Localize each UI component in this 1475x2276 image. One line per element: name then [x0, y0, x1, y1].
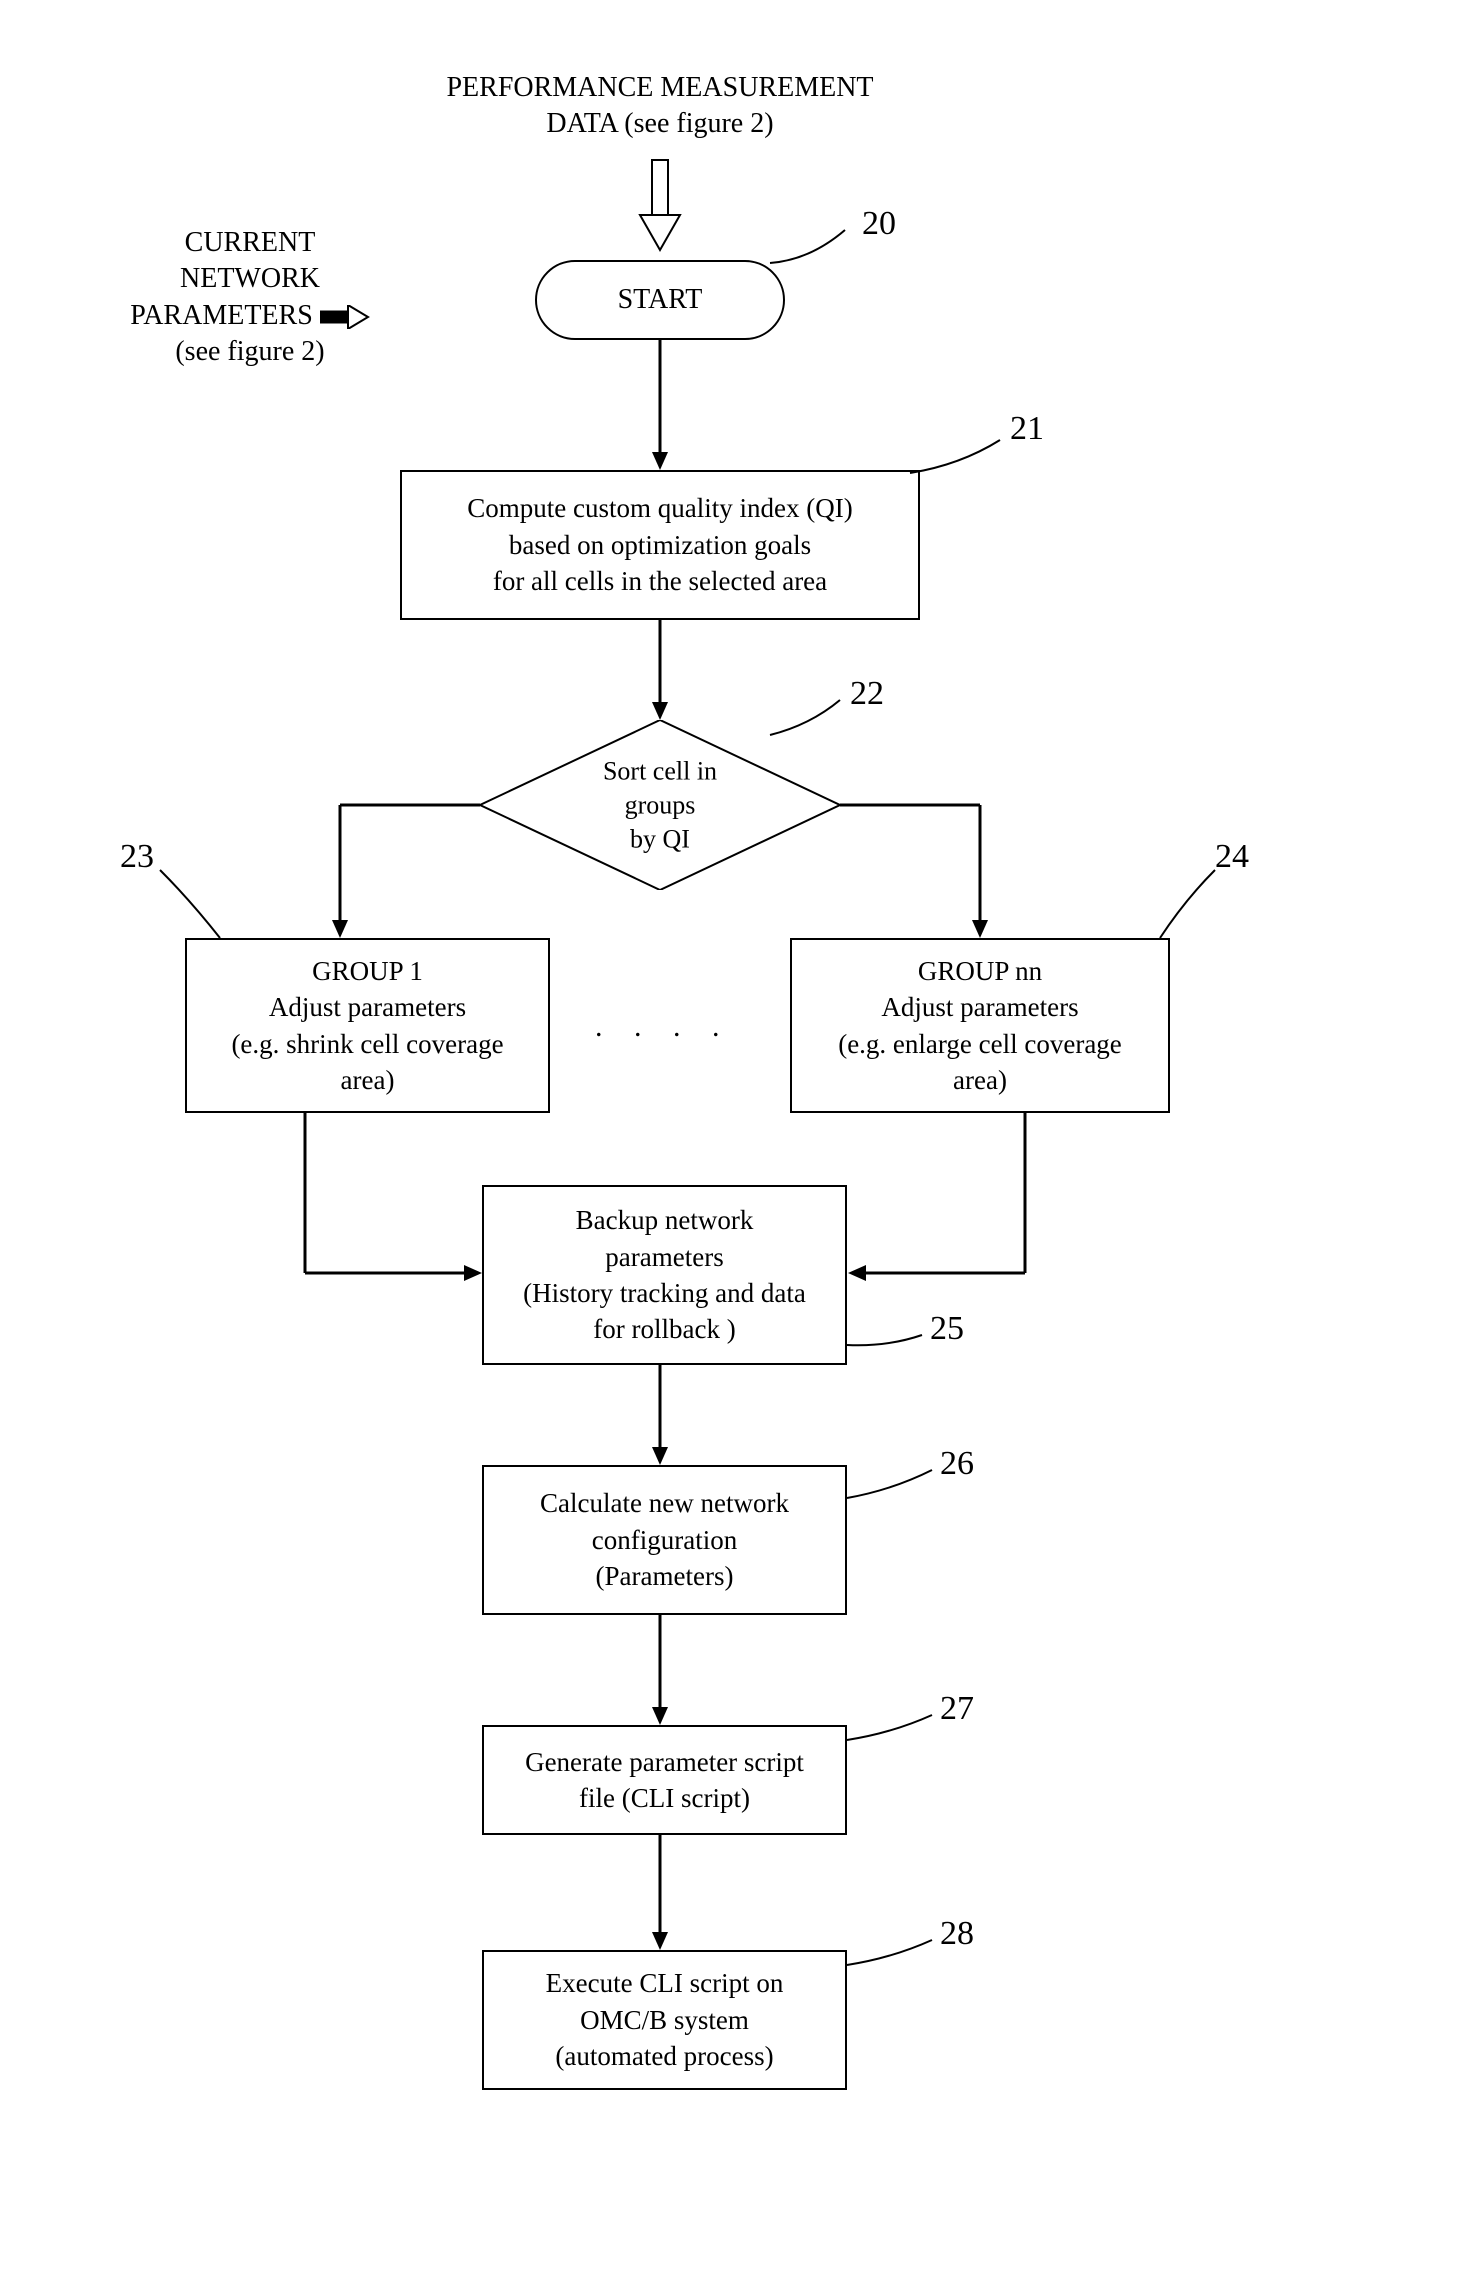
- arrow-sort-groupnn: [830, 805, 990, 940]
- backup-line3: (History tracking and data: [523, 1275, 806, 1311]
- groupnn-line2: Adjust parameters: [881, 989, 1078, 1025]
- leader-24: [1155, 870, 1225, 940]
- ref-21: 21: [1010, 410, 1044, 448]
- execute-line2: OMC/B system: [580, 2002, 749, 2038]
- dots-between-groups: . . . .: [595, 1010, 732, 1044]
- execute-line3: (automated process): [555, 2038, 773, 2074]
- node-generate: Generate parameter script file (CLI scri…: [482, 1725, 847, 1835]
- sort-text: Sort cell in groups by QI: [570, 754, 750, 855]
- leader-26: [847, 1470, 937, 1505]
- node-compute-qi: Compute custom quality index (QI) based …: [400, 470, 920, 620]
- backup-line1: Backup network: [576, 1202, 754, 1238]
- arrow-generate-execute: [650, 1835, 670, 1950]
- leader-23: [160, 870, 230, 940]
- arrow-groupnn-backup: [845, 1113, 1045, 1303]
- node-backup: Backup network parameters (History track…: [482, 1185, 847, 1365]
- node-groupnn: GROUP nn Adjust parameters (e.g. enlarge…: [790, 938, 1170, 1113]
- arrow-start-compute: [650, 340, 670, 470]
- node-start: START: [535, 260, 785, 340]
- generate-line2: file (CLI script): [579, 1780, 750, 1816]
- backup-line4: for rollback ): [593, 1311, 735, 1347]
- ref-20: 20: [862, 205, 896, 243]
- group1-line3: (e.g. shrink cell coverage: [231, 1026, 503, 1062]
- input-left-line1: CURRENT: [185, 227, 316, 258]
- ref-28: 28: [940, 1915, 974, 1953]
- sort-line2: by QI: [630, 824, 690, 853]
- input-left-text: CURRENT NETWORK PARAMETERS (see figure 2…: [130, 225, 370, 371]
- groupnn-line1: GROUP nn: [918, 953, 1042, 989]
- sort-line1: Sort cell in groups: [603, 756, 717, 819]
- node-sort-qi: Sort cell in groups by QI: [480, 720, 840, 890]
- node-calculate: Calculate new network configuration (Par…: [482, 1465, 847, 1615]
- leader-22: [770, 700, 850, 740]
- ref-22: 22: [850, 675, 884, 713]
- leader-20: [770, 230, 860, 270]
- input-top-line1: PERFORMANCE MEASUREMENT: [446, 72, 873, 103]
- compute-line2: based on optimization goals: [509, 527, 811, 563]
- right-arrow-icon: [320, 305, 370, 329]
- generate-line1: Generate parameter script: [525, 1744, 804, 1780]
- input-left-line2: NETWORK: [180, 263, 320, 294]
- ref-23: 23: [120, 838, 154, 876]
- input-top-line2: DATA (see figure 2): [546, 108, 773, 139]
- input-top-text: PERFORMANCE MEASUREMENT DATA (see figure…: [380, 70, 940, 143]
- compute-line1: Compute custom quality index (QI): [467, 490, 852, 526]
- input-left-line3: PARAMETERS: [130, 300, 313, 331]
- arrow-compute-sort: [650, 620, 670, 720]
- arrow-group1-backup: [295, 1113, 485, 1303]
- leader-21: [910, 440, 1010, 480]
- leader-28: [847, 1940, 937, 1970]
- leader-25: [847, 1335, 927, 1365]
- arrow-sort-group1: [330, 805, 490, 940]
- flowchart-container: PERFORMANCE MEASUREMENT DATA (see figure…: [0, 0, 1475, 2276]
- backup-line2: parameters: [605, 1239, 723, 1275]
- ref-24: 24: [1215, 838, 1249, 876]
- arrow-calculate-generate: [650, 1615, 670, 1725]
- calculate-line1: Calculate new network: [540, 1485, 789, 1521]
- group1-line1: GROUP 1: [312, 953, 423, 989]
- node-execute: Execute CLI script on OMC/B system (auto…: [482, 1950, 847, 2090]
- groupnn-line4: area): [953, 1062, 1007, 1098]
- group1-line4: area): [341, 1062, 395, 1098]
- groupnn-line3: (e.g. enlarge cell coverage: [838, 1026, 1122, 1062]
- arrow-backup-calculate: [650, 1365, 670, 1465]
- arrow-top-to-start: [630, 160, 690, 260]
- ref-25: 25: [930, 1310, 964, 1348]
- execute-line1: Execute CLI script on: [546, 1965, 784, 2001]
- group1-line2: Adjust parameters: [269, 989, 466, 1025]
- ref-26: 26: [940, 1445, 974, 1483]
- calculate-line3: (Parameters): [596, 1558, 734, 1594]
- compute-line3: for all cells in the selected area: [493, 563, 827, 599]
- start-label: START: [618, 284, 703, 316]
- leader-27: [847, 1715, 937, 1745]
- calculate-line2: configuration: [592, 1522, 737, 1558]
- ref-27: 27: [940, 1690, 974, 1728]
- node-group1: GROUP 1 Adjust parameters (e.g. shrink c…: [185, 938, 550, 1113]
- input-left-line4: (see figure 2): [175, 336, 324, 367]
